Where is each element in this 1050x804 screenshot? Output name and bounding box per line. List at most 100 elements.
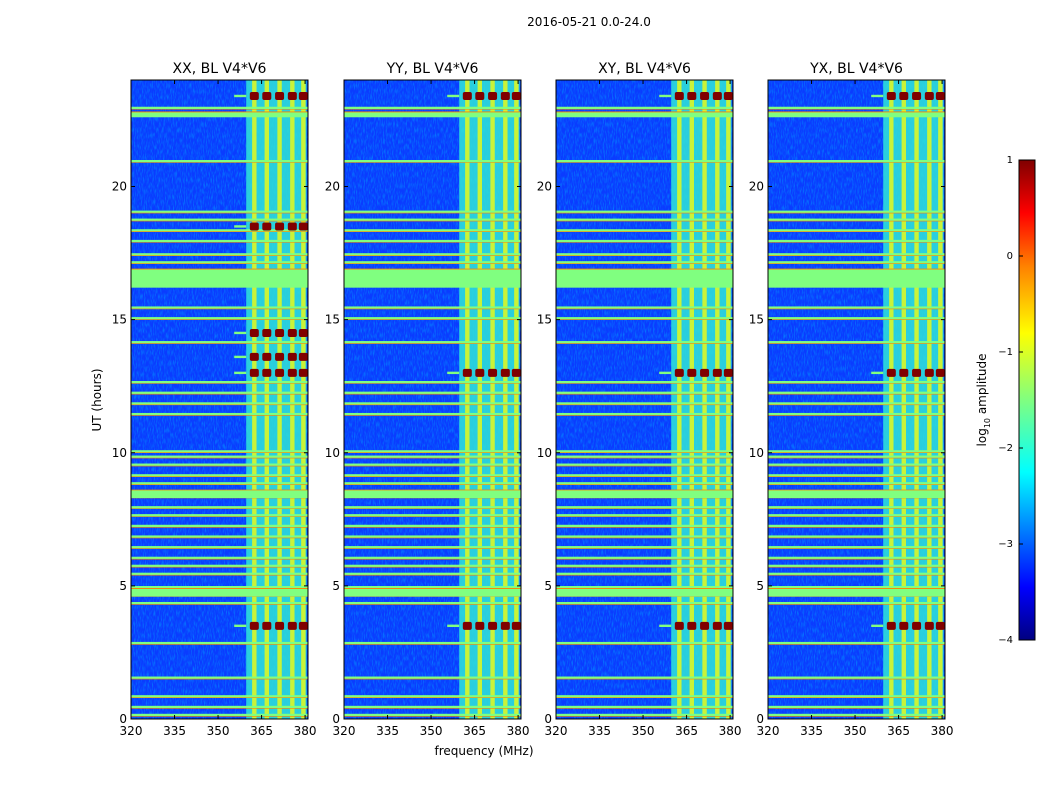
rfi-peak xyxy=(886,91,896,100)
flagged-row xyxy=(768,514,945,517)
rfi-channel xyxy=(465,80,470,719)
flagged-row xyxy=(344,713,521,717)
flagged-row xyxy=(344,306,521,309)
rfi-peak xyxy=(712,91,722,100)
rfi-peak xyxy=(700,368,710,377)
flagged-row xyxy=(131,463,308,466)
rfi-channel xyxy=(290,80,295,719)
rfi-peak xyxy=(275,368,285,377)
flagged-block xyxy=(131,269,308,288)
rfi-peak xyxy=(287,621,297,630)
y-tick-label: 5 xyxy=(332,579,340,593)
panel-frame xyxy=(343,79,522,720)
y-tick-label: 5 xyxy=(544,579,552,593)
panel-frame xyxy=(767,79,946,720)
rfi-channel xyxy=(914,80,919,719)
y-tick-label: 5 xyxy=(756,579,764,593)
flagged-row xyxy=(556,463,733,466)
flagged-row xyxy=(131,474,308,477)
rfi-peak xyxy=(912,91,922,100)
y-tick-label: 10 xyxy=(537,446,552,460)
flagged-row xyxy=(556,695,733,698)
flagged-row xyxy=(344,412,521,416)
panel-3: XY, BL V4*V6 320 335 350 365 380 0 5 10 15 20 xyxy=(537,61,742,738)
flagged-row xyxy=(768,210,945,213)
flagged-row xyxy=(768,705,945,709)
rfi-peak xyxy=(249,222,259,231)
flagged-row xyxy=(131,317,308,320)
rfi-channel xyxy=(901,80,906,719)
rfi-peak xyxy=(275,91,285,100)
rfi-peak xyxy=(712,368,722,377)
x-tick-label: 350 xyxy=(844,724,867,738)
flagged-row xyxy=(556,524,733,528)
flagged-row xyxy=(344,474,521,477)
flagged-block xyxy=(344,490,521,499)
flagged-block xyxy=(768,269,945,288)
flagged-row xyxy=(768,524,945,528)
colorbar: 1 0 −1 −2 −3 −4 log10 amplitude xyxy=(975,155,1036,646)
flagged-row xyxy=(556,341,733,344)
rfi-peak xyxy=(935,368,945,377)
rfi-peak-tail xyxy=(871,371,884,375)
flagged-row xyxy=(344,229,521,232)
rfi-peak xyxy=(262,621,272,630)
rfi-channel xyxy=(252,80,257,719)
x-tick-label: 365 xyxy=(250,724,273,738)
panel-title: YX, BL V4*V6 xyxy=(809,61,903,77)
y-tick-label: 15 xyxy=(749,313,764,327)
rfi-peak xyxy=(687,368,697,377)
rfi-channel xyxy=(301,80,306,719)
flagged-row xyxy=(768,676,945,679)
flagged-row xyxy=(131,695,308,698)
flagged-row xyxy=(131,564,308,568)
x-tick-label: 335 xyxy=(163,724,186,738)
colorbar-tick-label: −2 xyxy=(998,443,1013,454)
flagged-row xyxy=(131,506,308,509)
rfi-channel xyxy=(264,80,269,719)
rfi-channel xyxy=(938,80,943,719)
y-tick-label: 15 xyxy=(112,313,127,327)
colorbar-tick-label: −4 xyxy=(998,635,1013,646)
flagged-block xyxy=(556,588,733,597)
flagged-row xyxy=(131,601,308,605)
flagged-row xyxy=(768,412,945,416)
rfi-peak xyxy=(287,328,297,337)
rfi-peak-tail xyxy=(234,331,247,335)
flagged-row xyxy=(131,391,308,395)
flagged-row xyxy=(556,210,733,213)
x-tick-label: 365 xyxy=(463,724,486,738)
flagged-block xyxy=(131,588,308,597)
rfi-peak xyxy=(462,368,472,377)
flagged-row xyxy=(344,524,521,528)
flagged-row xyxy=(131,218,308,221)
flagged-row xyxy=(131,586,308,589)
x-tick-label: 380 xyxy=(719,724,742,738)
flagged-row xyxy=(344,705,521,709)
colorbar-gradient xyxy=(1018,159,1036,641)
flagged-row xyxy=(344,546,521,549)
flagged-row xyxy=(768,713,945,717)
rfi-channel xyxy=(927,80,932,719)
rfi-peak xyxy=(298,621,308,630)
figure-suptitle: 2016-05-21 0.0-24.0 xyxy=(527,15,651,29)
x-tick-label: 380 xyxy=(294,724,317,738)
flagged-row xyxy=(556,556,733,560)
flagged-row xyxy=(344,210,521,213)
flagged-row xyxy=(131,261,308,264)
flagged-row xyxy=(556,506,733,509)
flagged-row xyxy=(131,641,308,645)
rfi-peak xyxy=(886,368,896,377)
rfi-peak xyxy=(912,368,922,377)
y-tick-label: 10 xyxy=(749,446,764,460)
flagged-row xyxy=(344,391,521,395)
panel-4: YX, BL V4*V6 320 335 350 365 380 0 5 10 15 20 xyxy=(749,61,954,738)
flagged-row xyxy=(344,482,521,485)
flagged-row xyxy=(768,261,945,264)
rfi-peak-tail xyxy=(871,94,884,98)
flagged-row xyxy=(131,306,308,309)
rfi-peak xyxy=(262,368,272,377)
y-tick-label: 20 xyxy=(749,180,764,194)
rfi-channel xyxy=(726,80,731,719)
panel-title: XX, BL V4*V6 xyxy=(173,61,267,77)
